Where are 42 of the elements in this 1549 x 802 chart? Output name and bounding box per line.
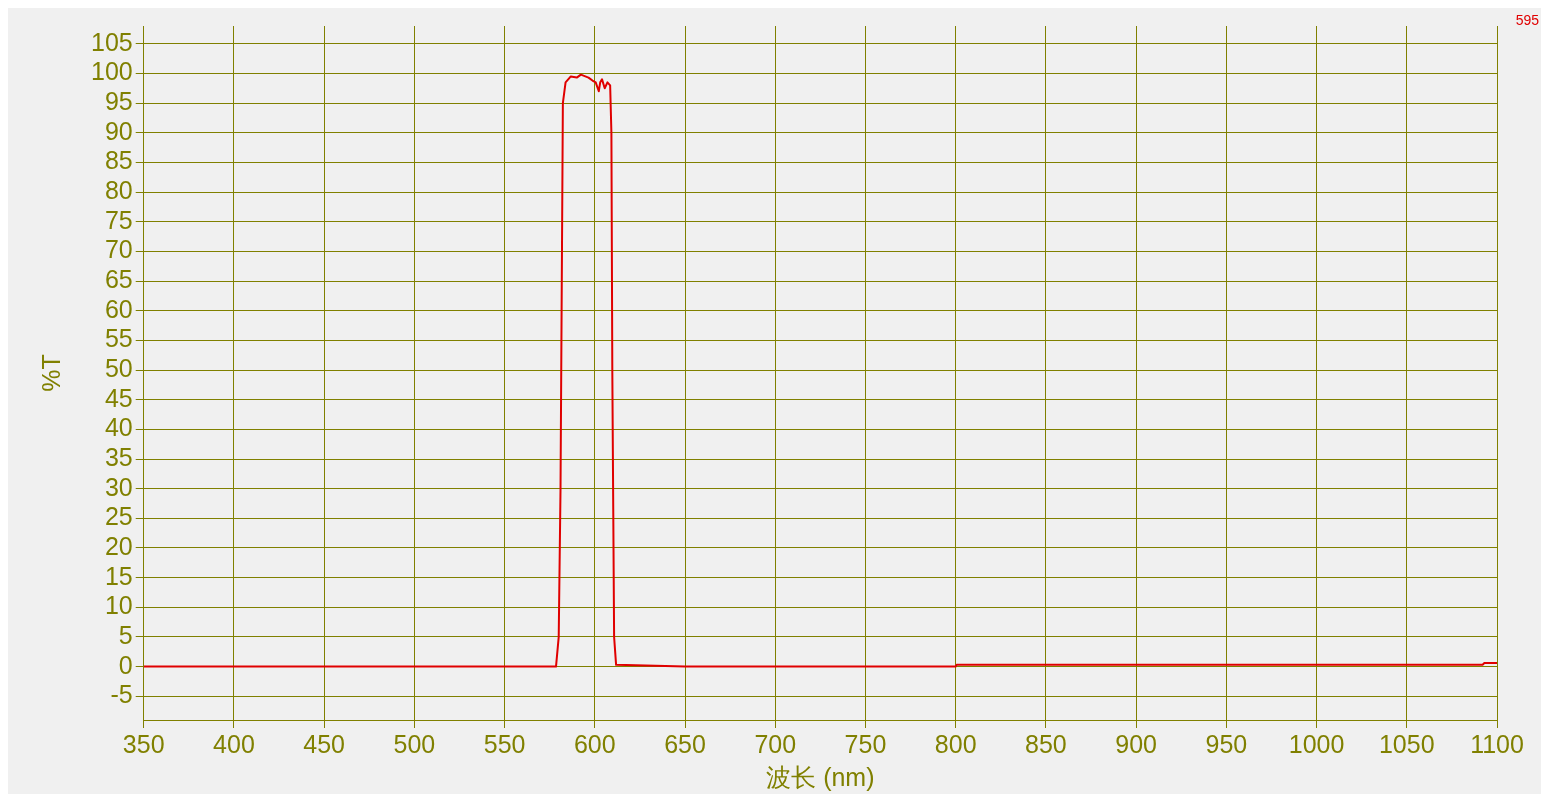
y-tick-label: 95	[104, 87, 133, 115]
x-tick-label: 500	[393, 729, 436, 758]
x-tick-label: 850	[1025, 729, 1067, 758]
y-tick-label: 100	[90, 57, 133, 86]
x-tick-label: 600	[573, 729, 616, 758]
y-tick-label: 45	[104, 383, 133, 412]
x-tick-label: 550	[483, 729, 526, 758]
x-tick-label: 1050	[1378, 729, 1435, 758]
x-tick-label: 650	[664, 729, 706, 758]
y-tick-label: 75	[104, 205, 133, 234]
x-tick-label: 900	[1115, 729, 1157, 758]
text: 595	[1515, 11, 1540, 28]
x-tick-label: 1100	[1470, 729, 1524, 758]
x-tick-label: 950	[1205, 729, 1248, 758]
x-tick-label: 1000	[1288, 729, 1345, 758]
y-tick-label: 20	[104, 531, 133, 560]
y-tick-label: 35	[104, 442, 133, 471]
x-tick-label: 450	[303, 729, 346, 758]
y-tick-label: 65	[104, 264, 133, 293]
x-tick-label: 400	[213, 729, 255, 758]
y-tick-label: 25	[104, 502, 133, 531]
y-tick-label: 30	[104, 472, 133, 501]
y-tick-label: 55	[104, 324, 133, 353]
y-tick-label: 50	[104, 353, 133, 382]
x-tick-label: 700	[754, 729, 797, 758]
x-tick-label: 750	[844, 729, 887, 758]
y-tick-label: 5	[118, 620, 133, 649]
x-tick-label: 800	[934, 729, 977, 758]
y-tick-label: -5	[110, 680, 133, 709]
x-axis-title: 波长 (nm)	[766, 762, 875, 791]
y-axis-title: %T	[36, 354, 65, 392]
y-tick-label: 90	[104, 116, 133, 145]
x-tick-label: 350	[122, 729, 165, 758]
y-tick-label: 80	[104, 175, 133, 204]
y-tick-label: 60	[104, 294, 133, 323]
y-tick-label: 105	[90, 27, 133, 56]
y-tick-label: 70	[104, 235, 133, 264]
y-tick-label: 15	[104, 561, 133, 590]
y-tick-label: 85	[104, 146, 133, 175]
y-tick-label: 40	[104, 413, 133, 442]
y-tick-label: 10	[104, 591, 133, 620]
y-tick-label: 0	[118, 650, 133, 679]
